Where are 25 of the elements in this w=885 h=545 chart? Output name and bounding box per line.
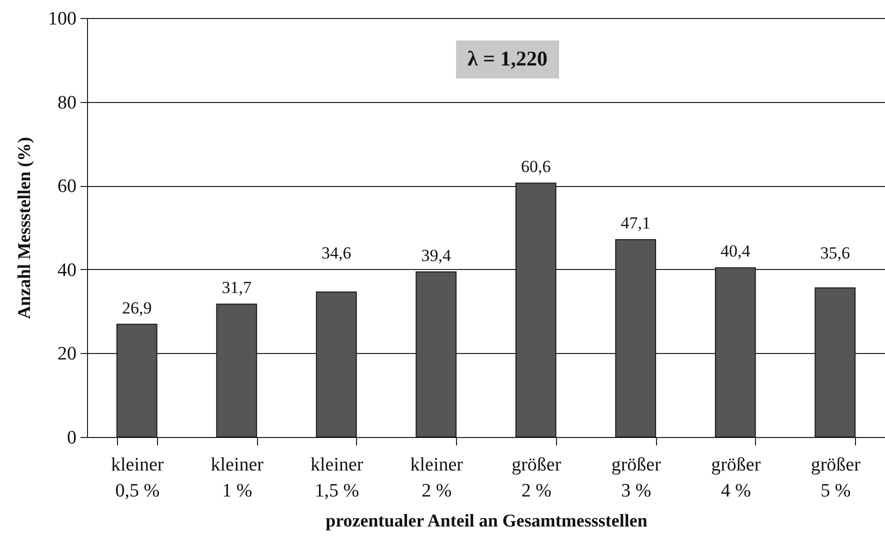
y-tick-label: 100 — [48, 8, 76, 30]
data-label: 40,4 — [720, 242, 751, 261]
annotation: λ = 1,220 — [468, 46, 548, 70]
x-axis-title: prozentualer Anteil an Gesamtmessstellen — [326, 510, 648, 530]
x-tick-label: größer 2 % — [512, 454, 562, 502]
y-tick-label: 60 — [58, 176, 76, 198]
y-tick-label: 80 — [58, 92, 76, 114]
y-axis-title: Anzahl Messstellen (%) — [14, 137, 34, 319]
x-tick-label: größer 5 % — [810, 454, 862, 502]
x-tick-label: kleiner 0,5 % — [110, 454, 164, 502]
y-tick-label: 0 — [67, 428, 76, 448]
data-label: 35,6 — [820, 243, 850, 262]
x-tick-label: kleiner 1,5 % — [310, 454, 364, 502]
data-label: 39,4 — [421, 246, 452, 265]
data-label: 26,9 — [122, 298, 152, 318]
data-label: 34,6 — [322, 243, 352, 262]
x-tick-label: größer 4 % — [711, 454, 762, 502]
x-tick-label: größer 3 % — [611, 454, 662, 502]
data-label: 31,7 — [222, 278, 252, 298]
y-tick-label: 40 — [58, 260, 76, 281]
data-label: 47,1 — [620, 214, 650, 233]
x-tick-label: kleiner 1 % — [210, 454, 264, 502]
y-tick-label: 20 — [58, 344, 76, 365]
data-label: 60,6 — [521, 157, 551, 176]
x-tick-label: kleiner 2 % — [410, 454, 464, 502]
